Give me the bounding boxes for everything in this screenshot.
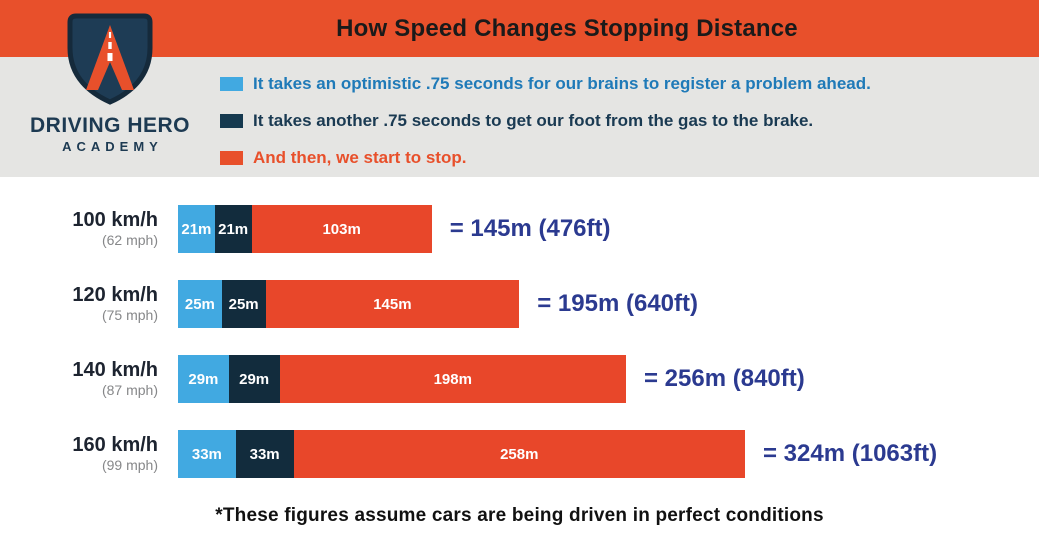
bar-segment-braking: 145m [265, 280, 520, 328]
speed-label: 160 km/h [72, 434, 158, 457]
bar-segment-brain: 25m [178, 280, 222, 328]
stacked-bar: 21m 21m 103m [178, 205, 432, 253]
page-title: How Speed Changes Stopping Distance [336, 14, 798, 42]
total-distance-label: = 195m (640ft) [537, 290, 698, 317]
speed-label: 140 km/h [72, 359, 158, 382]
bar-segment-foot: 33m [235, 430, 294, 478]
footnote: *These figures assume cars are being dri… [215, 505, 824, 526]
bar-segment-brain: 33m [178, 430, 236, 478]
legend-item-brain-reaction: It takes an optimistic .75 seconds for o… [220, 74, 871, 94]
mph-label: (87 mph) [101, 382, 158, 399]
legend-item-foot-reaction: It takes another .75 seconds to get our … [220, 111, 871, 131]
legend-band [0, 57, 1039, 177]
mph-label: (75 mph) [101, 307, 158, 324]
orange-swatch-icon [220, 151, 243, 165]
brand-subtitle: ACADEMY [62, 139, 163, 154]
bar-segment-foot: 25m [221, 280, 266, 328]
chart-row-100kmh: 100 km/h (62 mph) 21m 21m 103m = 145m (4… [0, 205, 1039, 253]
chart-row-120kmh: 120 km/h (75 mph) 25m 25m 145m = 195m (6… [0, 280, 1039, 328]
bar-segment-brain: 29m [178, 355, 229, 403]
brand-logo: DRIVING HERO ACADEMY [22, 10, 198, 154]
speed-label: 120 km/h [72, 284, 158, 307]
row-label: 160 km/h (99 mph) [0, 434, 158, 474]
stacked-bar: 33m 33m 258m [178, 430, 745, 478]
header-band [0, 0, 1039, 57]
stacked-bar: 29m 29m 198m [178, 355, 626, 403]
stopping-distance-chart: 100 km/h (62 mph) 21m 21m 103m = 145m (4… [0, 205, 1039, 505]
bar-segment-braking: 198m [279, 355, 626, 403]
total-distance-label: = 145m (476ft) [449, 215, 611, 242]
chart-row-160kmh: 160 km/h (99 mph) 33m 33m 258m = 324m (1… [0, 430, 1039, 478]
row-label: 120 km/h (75 mph) [0, 284, 158, 324]
row-label: 100 km/h (62 mph) [0, 209, 158, 249]
bar-segment-foot: 29m [228, 355, 280, 403]
stacked-bar: 25m 25m 145m [178, 280, 520, 328]
speed-label: 100 km/h [72, 209, 158, 232]
legend-label: It takes an optimistic .75 seconds for o… [253, 74, 871, 93]
bar-segment-foot: 21m [214, 205, 252, 253]
shield-road-icon [22, 10, 198, 106]
total-distance-label: = 256m (840ft) [644, 365, 805, 392]
legend-item-braking: And then, we start to stop. [220, 148, 871, 168]
total-distance-label: = 324m (1063ft) [763, 440, 938, 467]
navy-swatch-icon [220, 114, 243, 128]
row-label: 140 km/h (87 mph) [0, 359, 158, 399]
mph-label: (62 mph) [101, 232, 158, 249]
chart-row-140kmh: 140 km/h (87 mph) 29m 29m 198m = 256m (8… [0, 355, 1039, 403]
legend-label: And then, we start to stop. [253, 148, 467, 167]
blue-swatch-icon [220, 77, 243, 91]
bar-segment-braking: 103m [251, 205, 432, 253]
brand-name: DRIVING HERO [29, 114, 190, 137]
legend: It takes an optimistic .75 seconds for o… [220, 74, 871, 185]
bar-segment-brain: 21m [178, 205, 215, 253]
legend-label: It takes another .75 seconds to get our … [253, 111, 814, 130]
bar-segment-braking: 258m [293, 430, 745, 478]
mph-label: (99 mph) [101, 457, 158, 474]
